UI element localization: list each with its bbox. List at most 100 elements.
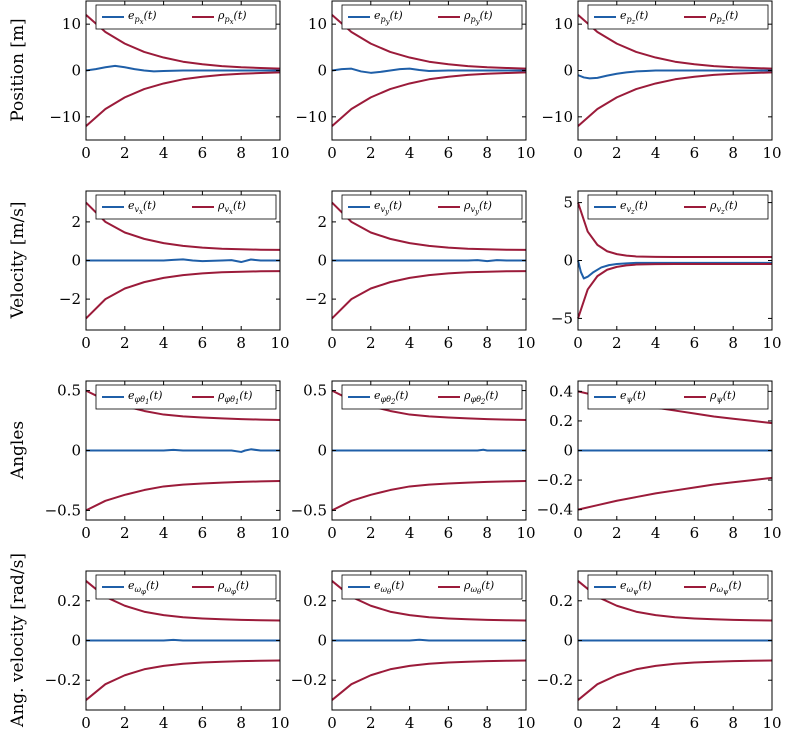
x-tick-label: 0 [81,524,91,542]
x-tick-label: 0 [573,144,583,162]
legend: eψ(t) ρψ(t) [587,384,769,410]
x-tick-label: 6 [444,144,454,162]
y-tick-label: 0 [317,62,327,80]
legend: evy(t) ρvy(t) [341,194,523,220]
legend: eωψ(t) ρωψ(t) [587,574,769,600]
x-tick-label: 6 [198,144,208,162]
legend-box [95,384,277,410]
series-bound_upper [331,14,527,70]
subplot-1-2: 0 2 4 6 8 10−505 evz(t) ρvz(t) [551,190,782,352]
series-bound_upper [331,580,527,622]
y-tick-label: 10 [554,15,573,33]
x-tick-label: 4 [651,524,661,542]
x-tick-label: 8 [482,524,492,542]
x-tick-label: 4 [159,334,169,352]
x-tick-label: 2 [120,144,130,162]
y-tick-label: −0.4 [537,501,573,519]
series-bound_lower [331,480,527,512]
legend-label-error: epy(t) [374,9,403,26]
legend-label-bound: ρωφ(t) [217,579,249,596]
series-bound_lower [577,71,773,127]
subplot-1-1: 0 2 4 6 8 10 −2 0 2 evy(t) ρvy(t) [305,190,536,352]
x-tick-label: 4 [159,524,169,542]
y-tick-label: 0 [71,632,81,650]
x-tick-label: 2 [612,144,622,162]
x-tick-label: 6 [690,144,700,162]
x-tick-label: 0 [81,144,91,162]
x-tick-label: 10 [270,144,289,162]
legend-label-bound: ρωψ(t) [709,579,742,596]
x-tick-label: 6 [444,714,454,732]
legend-label-error: evx(t) [128,199,156,216]
y-tick-label: 0.2 [549,592,573,610]
x-tick-label: 4 [405,714,415,732]
legend-box [341,4,523,30]
legend-label-bound: ρωθ(t) [463,579,494,596]
x-tick-label: 8 [236,524,246,542]
legend-label-bound: ρψ(t) [709,389,736,404]
x-tick-label: 6 [444,524,454,542]
y-tick-label: 2 [71,213,81,231]
series-bound_upper [577,580,773,622]
legend-label-error: evz(t) [620,199,648,216]
x-tick-label: 0 [327,144,337,162]
x-tick-label: 2 [612,334,622,352]
y-tick-label: 0.2 [57,592,81,610]
y-tick-label: 0 [317,442,327,460]
x-tick-label: 6 [198,524,208,542]
x-tick-label: 0 [573,714,583,732]
series-bound_lower [331,71,527,127]
legend: eωθ(t) ρωθ(t) [341,574,523,600]
legend-box [95,194,277,220]
y-tick-label: 10 [62,15,81,33]
x-tick-label: 10 [270,334,289,352]
x-tick-label: 4 [651,334,661,352]
x-tick-label: 8 [236,714,246,732]
x-tick-label: 10 [516,524,535,542]
x-tick-label: 10 [516,714,535,732]
legend-label-error: evy(t) [374,199,402,216]
subplot-3-0: 0 2 4 6 8 10 −0.2 0 0.2 eωφ(t) ρωφ(t) [45,570,290,732]
y-tick-label: 0.4 [549,382,573,400]
series-error [86,448,280,453]
legend-box [95,574,277,600]
y-tick-label: −0.5 [291,501,327,519]
y-tick-label: 0 [317,252,327,270]
x-tick-label: 10 [762,714,781,732]
legend-label-error: epx(t) [128,9,157,26]
x-tick-label: 10 [762,334,781,352]
legend-box [341,574,523,600]
series-error [332,448,526,452]
legend-label-bound: ρvz(t) [709,199,738,216]
y-tick-label: 0.5 [303,382,327,400]
x-tick-label: 2 [120,524,130,542]
y-tick-label: −0.2 [45,671,81,689]
x-tick-label: 8 [728,144,738,162]
legend: evz(t) ρvz(t) [587,194,769,220]
subplot-3-2: 0 2 4 6 8 10 −0.2 0 0.2 eωψ(t) ρωψ(t) [537,570,782,732]
y-tick-label: −0.2 [291,671,327,689]
subplot-1-0: 0 2 4 6 8 10 −2 0 2 evx(t) ρvx(t) [59,190,290,352]
legend-box [341,194,523,220]
legend: epy(t) ρpy(t) [341,4,523,30]
series-bound_lower [577,476,773,511]
y-tick-label: −0.2 [537,471,573,489]
y-tick-label: 0 [563,62,573,80]
legend-label-error: epz(t) [620,9,648,26]
legend-label-error: eωφ(t) [128,579,159,596]
series-error [86,638,280,642]
x-tick-label: 2 [120,714,130,732]
x-tick-label: 8 [236,144,246,162]
subplot-3-1: 0 2 4 6 8 10 −0.2 0 0.2 eωθ(t) ρωθ(t) [291,570,536,732]
legend-label-error: eωψ(t) [620,579,652,596]
x-tick-label: 8 [236,334,246,352]
y-tick-label: 0 [71,62,81,80]
x-tick-label: 6 [198,714,208,732]
legend-label-bound: ρφθ1(t) [217,389,252,406]
legend-label-bound: ρvy(t) [463,199,492,216]
series-error [85,64,280,73]
x-tick-label: 10 [762,144,781,162]
series-error [577,260,772,280]
